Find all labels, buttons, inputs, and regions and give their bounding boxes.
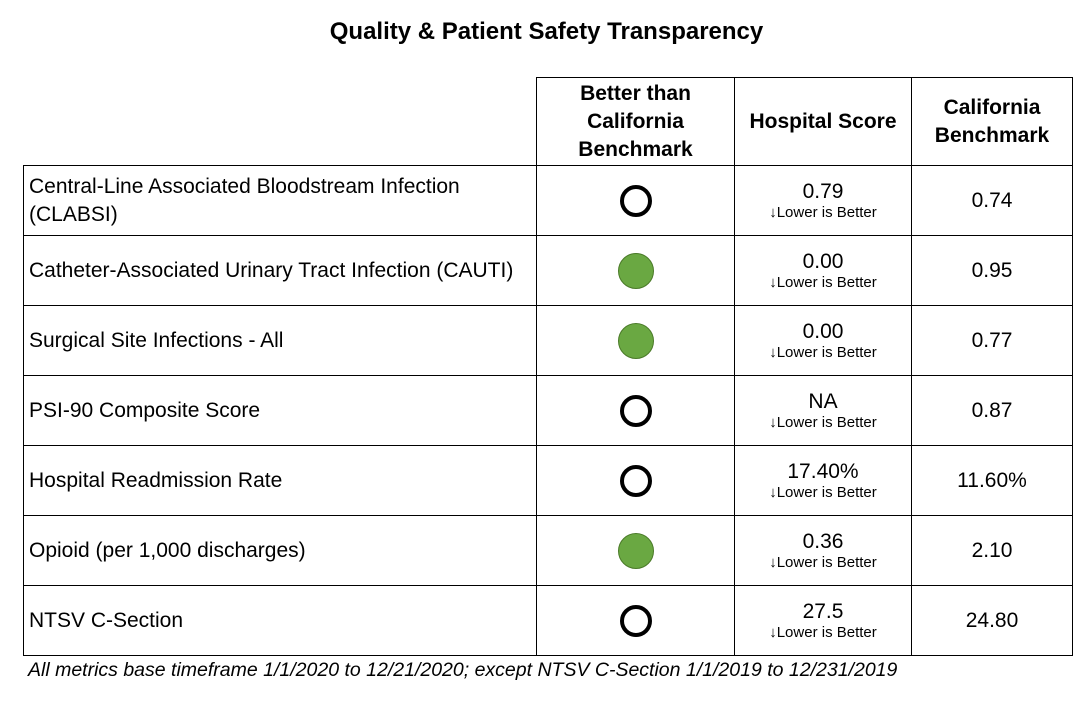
lower-is-better-note: ↓Lower is Better bbox=[769, 483, 877, 501]
hospital-score-cell: 27.5 ↓Lower is Better bbox=[734, 585, 912, 656]
benchmark-value: 11.60% bbox=[911, 445, 1073, 516]
lower-is-better-note: ↓Lower is Better bbox=[769, 343, 877, 361]
metric-name: Opioid (per 1,000 discharges) bbox=[23, 515, 537, 586]
table-row: Hospital Readmission Rate 17.40% ↓Lower i… bbox=[23, 445, 1073, 516]
timeframe-footnote: All metrics base timeframe 1/1/2020 to 1… bbox=[28, 659, 898, 681]
header-california-benchmark: California Benchmark bbox=[911, 77, 1073, 166]
lower-is-better-note: ↓Lower is Better bbox=[769, 623, 877, 641]
lower-is-better-note: ↓Lower is Better bbox=[769, 413, 877, 431]
benchmark-value: 0.87 bbox=[911, 375, 1073, 446]
indicator-cell bbox=[536, 375, 735, 446]
hospital-score-cell: 0.00 ↓Lower is Better bbox=[734, 235, 912, 306]
metric-name: NTSV C-Section bbox=[23, 585, 537, 656]
indicator-cell bbox=[536, 585, 735, 656]
hospital-score-value: 0.36 bbox=[802, 529, 844, 553]
benchmark-value: 0.77 bbox=[911, 305, 1073, 376]
table-row: Opioid (per 1,000 discharges) 0.36 ↓Lower… bbox=[23, 515, 1073, 586]
status-circle-icon bbox=[619, 604, 652, 637]
metric-name: PSI-90 Composite Score bbox=[23, 375, 537, 446]
hospital-score-value: NA bbox=[808, 389, 838, 413]
status-circle-icon bbox=[619, 394, 652, 427]
indicator-cell bbox=[536, 165, 735, 236]
table-row: PSI-90 Composite Score NA ↓Lower is Bette… bbox=[23, 375, 1073, 446]
header-hospital-score: Hospital Score bbox=[734, 77, 912, 166]
benchmark-value: 2.10 bbox=[911, 515, 1073, 586]
hospital-score-value: 27.5 bbox=[802, 599, 844, 623]
table-row: Surgical Site Infections - All 0.00 ↓Lowe… bbox=[23, 305, 1073, 376]
metric-name: Hospital Readmission Rate bbox=[23, 445, 537, 516]
lower-is-better-note: ↓Lower is Better bbox=[769, 553, 877, 571]
header-better-than-benchmark: Better than California Benchmark bbox=[536, 77, 735, 166]
status-circle-icon bbox=[617, 532, 654, 569]
hospital-score-cell: 0.36 ↓Lower is Better bbox=[734, 515, 912, 586]
status-circle-icon bbox=[617, 252, 654, 289]
indicator-cell bbox=[536, 445, 735, 516]
metrics-table: Better than California Benchmark Hospita… bbox=[23, 77, 1073, 656]
indicator-cell bbox=[536, 305, 735, 376]
hospital-score-value: 0.00 bbox=[802, 319, 844, 343]
metric-name: Surgical Site Infections - All bbox=[23, 305, 537, 376]
hospital-score-cell: 17.40% ↓Lower is Better bbox=[734, 445, 912, 516]
header-blank-cell bbox=[23, 77, 537, 166]
benchmark-value: 24.80 bbox=[911, 585, 1073, 656]
hospital-score-cell: NA ↓Lower is Better bbox=[734, 375, 912, 446]
page-title: Quality & Patient Safety Transparency bbox=[329, 18, 764, 45]
status-circle-icon bbox=[619, 464, 652, 497]
metric-name: Central-Line Associated Bloodstream Infe… bbox=[23, 165, 537, 236]
hospital-score-cell: 0.79 ↓Lower is Better bbox=[734, 165, 912, 236]
metrics-table-body: Central-Line Associated Bloodstream Infe… bbox=[23, 165, 1073, 656]
hospital-score-value: 17.40% bbox=[787, 459, 859, 483]
hospital-score-value: 0.00 bbox=[802, 249, 844, 273]
table-row: NTSV C-Section 27.5 ↓Lower is Better 24.8… bbox=[23, 585, 1073, 656]
indicator-cell bbox=[536, 235, 735, 306]
table-row: Catheter-Associated Urinary Tract Infect… bbox=[23, 235, 1073, 306]
status-circle-icon bbox=[617, 322, 654, 359]
status-circle-icon bbox=[619, 184, 652, 217]
lower-is-better-note: ↓Lower is Better bbox=[769, 273, 877, 291]
hospital-score-cell: 0.00 ↓Lower is Better bbox=[734, 305, 912, 376]
hospital-score-value: 0.79 bbox=[802, 179, 844, 203]
metric-name: Catheter-Associated Urinary Tract Infect… bbox=[23, 235, 537, 306]
benchmark-value: 0.95 bbox=[911, 235, 1073, 306]
table-header-row: Better than California Benchmark Hospita… bbox=[23, 77, 1073, 166]
benchmark-value: 0.74 bbox=[911, 165, 1073, 236]
lower-is-better-note: ↓Lower is Better bbox=[769, 203, 877, 221]
indicator-cell bbox=[536, 515, 735, 586]
table-row: Central-Line Associated Bloodstream Infe… bbox=[23, 165, 1073, 236]
